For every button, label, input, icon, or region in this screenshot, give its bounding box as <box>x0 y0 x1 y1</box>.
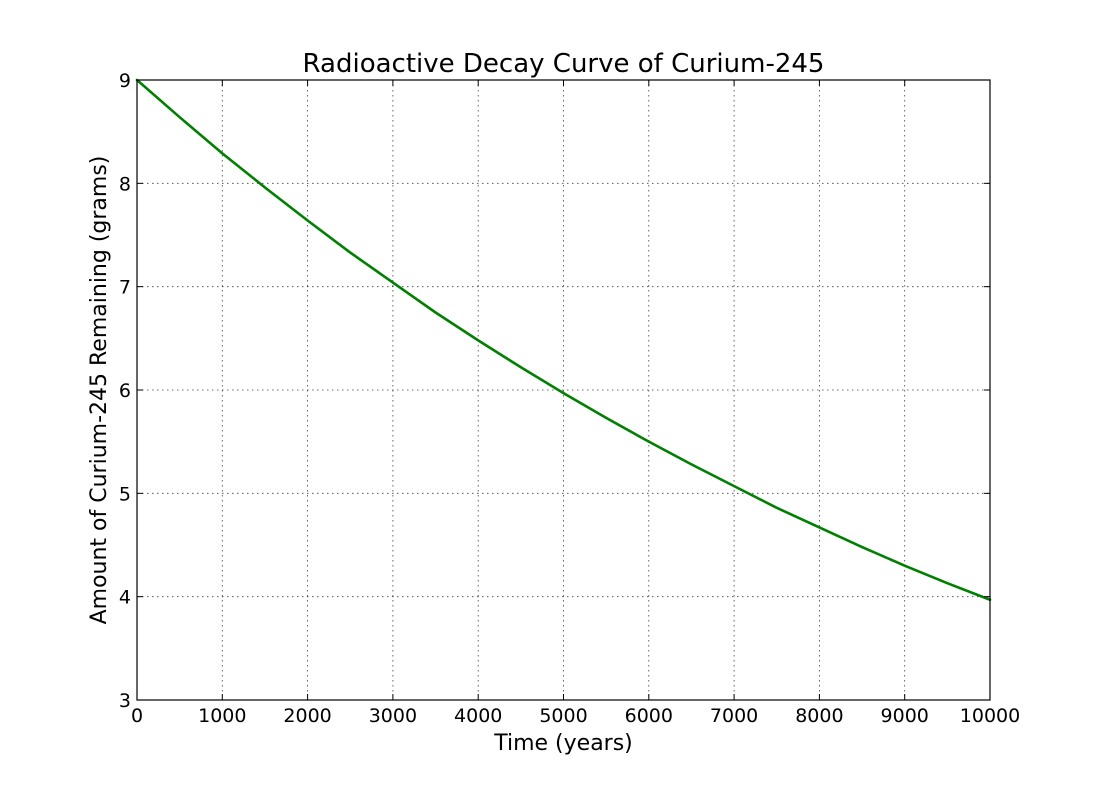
y-tick-label: 6 <box>119 380 131 402</box>
y-axis-label: Amount of Curium-245 Remaining (grams) <box>87 156 112 625</box>
x-tick-label: 3000 <box>369 705 417 727</box>
axis-ticks: 0 1000 2000 3000 4000 5000 6000 7000 8000 9000 100… <box>119 70 1020 727</box>
chart-title: Radioactive Decay Curve of Curium-245 <box>303 49 825 79</box>
y-tick-label: 7 <box>119 277 131 299</box>
x-tick-label: 0 <box>131 705 143 727</box>
x-tick-label: 5000 <box>539 705 587 727</box>
x-axis-label: Time (years) <box>493 731 633 756</box>
y-tick-label: 3 <box>119 690 131 712</box>
x-tick-label: 2000 <box>283 705 331 727</box>
decay-curve-line <box>135 78 992 602</box>
x-tick-label: 1000 <box>198 705 246 727</box>
y-tick-label: 5 <box>119 483 131 505</box>
x-tick-label: 10000 <box>960 705 1020 727</box>
x-tick-label: 8000 <box>795 705 843 727</box>
y-tick-label: 9 <box>119 70 131 92</box>
x-tick-label: 7000 <box>710 705 758 727</box>
series-layer <box>135 78 992 602</box>
x-tick-label: 6000 <box>625 705 673 727</box>
x-tick-label: 9000 <box>881 705 929 727</box>
x-tick-label: 4000 <box>454 705 502 727</box>
y-tick-label: 8 <box>119 173 131 195</box>
y-tick-label: 4 <box>119 587 131 609</box>
